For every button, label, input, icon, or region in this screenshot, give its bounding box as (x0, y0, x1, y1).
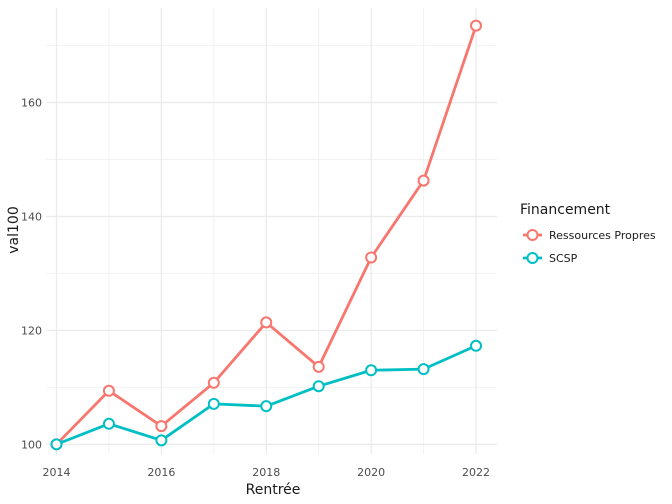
legend-label-scsp: SCSP (549, 252, 578, 265)
data-point-scsp (260, 400, 273, 413)
legend-label-ressources-propres: Ressources Propres (549, 229, 656, 242)
data-point-ressources-propres (312, 360, 325, 373)
x-tick-labels: 2014 2016 2018 2020 2022 (42, 466, 490, 479)
legend-items: Ressources Propres SCSP (523, 229, 656, 265)
data-point-ressources-propres (470, 19, 483, 32)
data-point-scsp (312, 380, 325, 393)
data-point-scsp (155, 434, 168, 447)
data-point-scsp (417, 363, 430, 376)
legend-key-marker-ressources-propres (526, 229, 539, 241)
data-point-ressources-propres (260, 316, 273, 329)
legend: Financement Ressources Propres SCSP (520, 202, 656, 265)
x-tick-label: 2020 (357, 466, 385, 479)
data-point-ressources-propres (365, 251, 378, 264)
data-point-scsp (365, 364, 378, 377)
major-gridlines (46, 8, 497, 454)
data-point-ressources-propres (155, 420, 168, 433)
x-axis-title: Rentrée (246, 482, 301, 498)
y-axis-title: val100 (6, 206, 22, 253)
x-tick-label: 2014 (42, 466, 70, 479)
legend-key-marker-scsp (526, 252, 539, 264)
y-tick-label: 140 (21, 210, 42, 223)
series-layer (50, 19, 483, 451)
x-tick-label: 2022 (462, 466, 490, 479)
x-tick-label: 2016 (147, 466, 175, 479)
y-tick-label: 100 (21, 438, 42, 451)
data-point-scsp (470, 339, 483, 352)
legend-title: Financement (520, 202, 611, 218)
data-point-ressources-propres (417, 174, 430, 187)
x-tick-label: 2018 (252, 466, 280, 479)
data-point-scsp (50, 438, 63, 451)
y-tick-label: 160 (21, 97, 42, 110)
data-point-scsp (207, 397, 220, 410)
minor-gridlines (46, 8, 497, 454)
data-point-ressources-propres (207, 376, 220, 389)
data-point-scsp (102, 417, 115, 430)
y-tick-label: 120 (21, 324, 42, 337)
data-point-ressources-propres (102, 384, 115, 397)
y-tick-labels: 100 120 140 160 (21, 97, 42, 452)
